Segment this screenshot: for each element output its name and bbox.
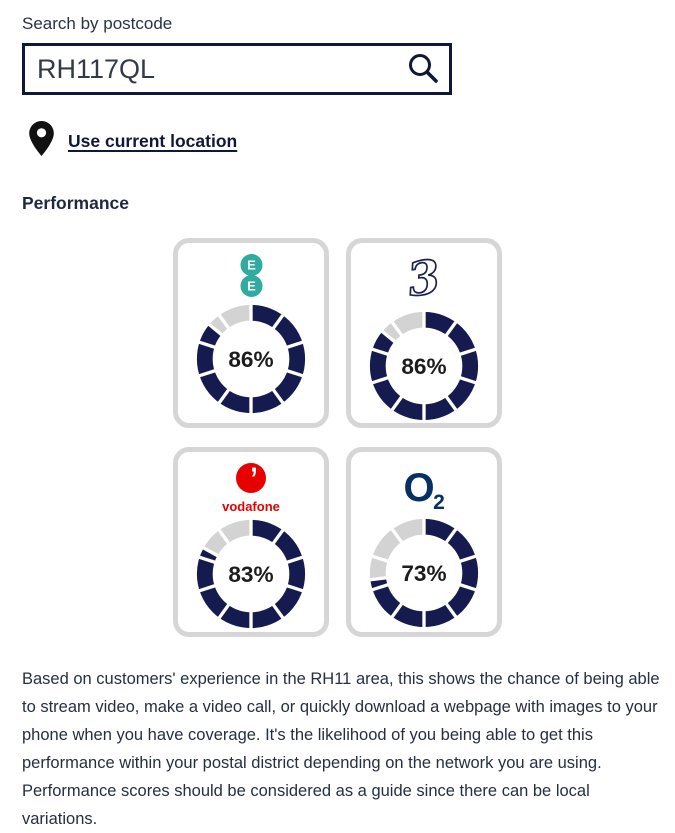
search-box xyxy=(22,43,452,95)
vodafone-performance-donut: 83% xyxy=(196,517,306,631)
vodafone-performance-value: 83% xyxy=(228,562,273,587)
ee-logo: E E xyxy=(237,252,266,299)
search-button[interactable] xyxy=(397,47,449,91)
ee-donut-wrap: 86% xyxy=(192,300,310,423)
o2-performance-value: 73% xyxy=(401,561,446,586)
three-performance-donut: 86% xyxy=(369,309,479,423)
svg-text:O: O xyxy=(403,466,434,510)
network-card-ee: E E 86% xyxy=(173,238,329,428)
vodafone-logo: ’ vodafone xyxy=(211,461,291,514)
use-current-location[interactable]: Use current location xyxy=(22,120,653,163)
o2-performance-donut: 73% xyxy=(368,516,479,630)
performance-heading: Performance xyxy=(22,193,129,213)
ee-performance-donut: 86% xyxy=(196,302,306,416)
postcode-input[interactable] xyxy=(25,53,397,85)
network-card-o2: O 2 73% xyxy=(346,447,502,637)
use-current-location-link[interactable]: Use current location xyxy=(68,131,238,151)
three-donut-wrap: 86% xyxy=(365,307,483,430)
o2-logo: O 2 xyxy=(398,461,450,513)
svg-text:’: ’ xyxy=(250,461,259,504)
network-card-vodafone: ’ vodafone 83% xyxy=(173,447,329,637)
svg-text:vodafone: vodafone xyxy=(222,499,280,514)
three-logo: 3 xyxy=(395,252,453,306)
performance-grid: E E 86% 3 86% ’ vodafone 83% xyxy=(173,238,502,637)
location-pin-icon xyxy=(28,120,55,163)
search-label: Search by postcode xyxy=(22,14,173,33)
three-performance-value: 86% xyxy=(401,354,446,379)
ee-performance-value: 86% xyxy=(228,347,273,372)
vodafone-donut-wrap: 83% xyxy=(192,515,310,638)
svg-text:2: 2 xyxy=(433,491,445,513)
svg-text:E: E xyxy=(247,279,256,294)
svg-text:E: E xyxy=(247,258,256,273)
o2-donut-wrap: 73% xyxy=(365,514,483,637)
network-card-three: 3 86% xyxy=(346,238,502,428)
performance-description: Based on customers' experience in the RH… xyxy=(22,670,660,828)
search-icon xyxy=(406,51,440,88)
svg-text:3: 3 xyxy=(404,252,443,306)
